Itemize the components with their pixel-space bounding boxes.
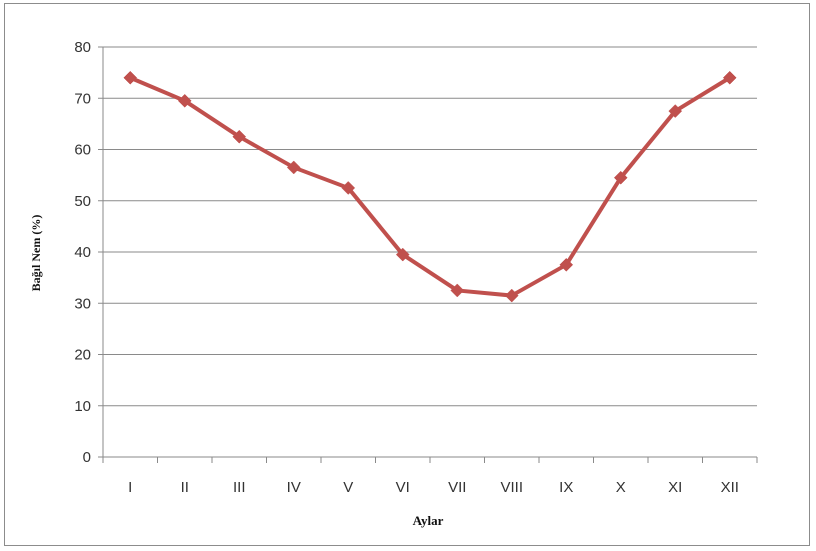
x-tick-label: II [181,479,189,496]
y-tick-label: 10 [74,398,91,415]
y-tick-label: 50 [74,193,91,210]
data-point-marker [286,160,301,175]
x-tick-label: IX [559,479,573,496]
x-axis-title: Aylar [413,513,444,528]
y-tick-label: 20 [74,347,91,364]
x-tick-label: I [128,479,132,496]
data-point-marker [395,247,410,262]
data-point-marker [722,70,737,85]
axes [98,46,758,463]
data-point-marker [341,181,356,195]
data-point-marker [668,104,683,118]
data-point-marker [613,170,628,185]
x-tick-label: XI [668,479,682,496]
y-tick-label: 30 [74,295,91,312]
y-tick-label: 80 [74,39,91,56]
x-tick-label: V [343,479,353,496]
data-point-marker [450,283,465,298]
x-tick-label: VI [396,479,410,496]
data-point-marker [177,93,192,108]
x-tick-labels: I II III IV V VI VII VIII IX X XI XII [128,479,739,496]
series-layer [123,70,737,303]
x-tick-label: X [616,479,626,496]
series-line [128,75,732,298]
y-tick-label: 0 [83,449,91,466]
y-tick-label: 40 [74,244,91,261]
data-point-marker [559,257,574,272]
x-tick-label: VII [448,479,466,496]
y-axis-title: Bağıl Nem (%) [29,215,43,292]
data-point-marker [232,129,247,144]
data-point-marker [504,288,519,303]
x-tick-label: IV [287,479,301,496]
y-tick-label: 60 [74,142,91,159]
gridlines [103,46,757,407]
x-tick-label: VIII [500,479,523,496]
chart-frame [4,3,810,546]
x-tick-label: XII [721,479,739,496]
y-tick-label: 70 [74,90,91,107]
x-tick-label: III [233,479,246,496]
data-point-marker [123,70,138,85]
y-tick-labels: 0 10 20 30 40 50 60 70 80 [74,39,91,466]
